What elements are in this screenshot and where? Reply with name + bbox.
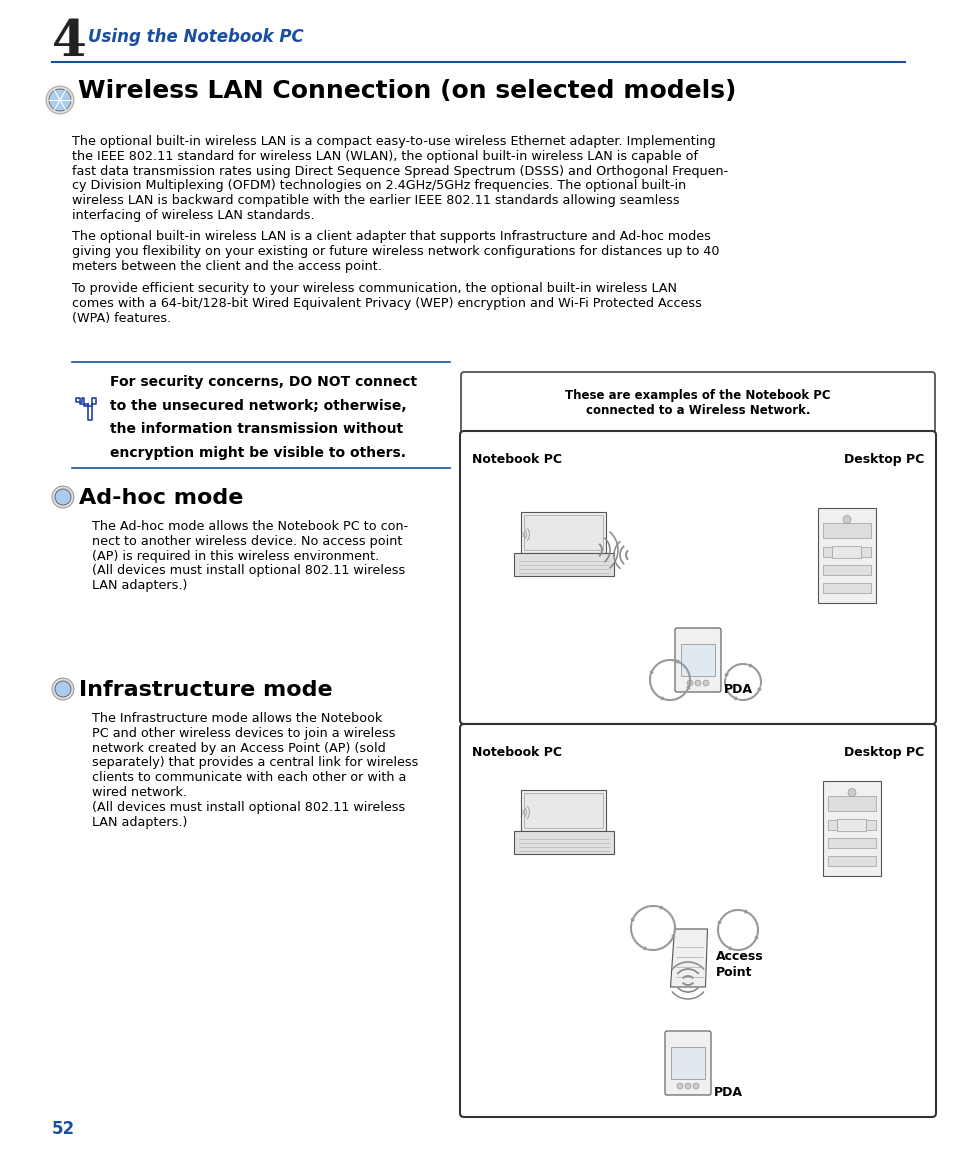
Text: giving you flexibility on your existing or future wireless network configuration: giving you flexibility on your existing … (71, 245, 719, 258)
FancyBboxPatch shape (822, 546, 870, 557)
FancyBboxPatch shape (459, 724, 935, 1117)
FancyBboxPatch shape (832, 545, 861, 558)
FancyBboxPatch shape (524, 515, 603, 550)
FancyBboxPatch shape (827, 796, 875, 811)
Text: Wireless LAN Connection (on selected models): Wireless LAN Connection (on selected mod… (78, 79, 736, 103)
Text: The optional built-in wireless LAN is a compact easy-to-use wireless Ethernet ad: The optional built-in wireless LAN is a … (71, 135, 715, 148)
Text: Desktop PC: Desktop PC (842, 746, 923, 759)
FancyBboxPatch shape (822, 781, 880, 875)
Circle shape (677, 1083, 682, 1089)
Circle shape (684, 1083, 690, 1089)
Text: the information transmission without: the information transmission without (110, 422, 403, 435)
Text: For security concerns, DO NOT connect: For security concerns, DO NOT connect (110, 375, 416, 389)
Text: PC and other wireless devices to join a wireless: PC and other wireless devices to join a … (91, 726, 395, 740)
FancyBboxPatch shape (521, 790, 606, 830)
FancyBboxPatch shape (822, 522, 870, 537)
Text: cy Division Multiplexing (OFDM) technologies on 2.4GHz/5GHz frequencies. The opt: cy Division Multiplexing (OFDM) technolo… (71, 179, 685, 193)
FancyBboxPatch shape (459, 431, 935, 724)
Text: LAN adapters.): LAN adapters.) (91, 579, 187, 593)
Text: the IEEE 802.11 standard for wireless LAN (WLAN), the optional built-in wireless: the IEEE 802.11 standard for wireless LA… (71, 150, 698, 163)
Text: separately) that provides a central link for wireless: separately) that provides a central link… (91, 757, 418, 769)
Text: Infrastructure mode: Infrastructure mode (79, 680, 333, 700)
Text: Desktop PC: Desktop PC (842, 453, 923, 465)
Circle shape (55, 489, 71, 505)
Circle shape (692, 1083, 699, 1089)
Text: to the unsecured network; otherwise,: to the unsecured network; otherwise, (110, 398, 406, 412)
Circle shape (49, 89, 71, 111)
Text: (All devices must install optional 802.11 wireless: (All devices must install optional 802.1… (91, 800, 405, 814)
FancyBboxPatch shape (514, 553, 614, 575)
Text: 52: 52 (52, 1120, 75, 1138)
Text: To provide efficient security to your wireless communication, the optional built: To provide efficient security to your wi… (71, 282, 677, 295)
Text: fast data transmission rates using Direct Sequence Spread Spectrum (DSSS) and Or: fast data transmission rates using Direc… (71, 165, 727, 178)
FancyBboxPatch shape (827, 856, 875, 865)
FancyBboxPatch shape (680, 644, 714, 676)
Text: (WPA) features.: (WPA) features. (71, 312, 172, 325)
FancyBboxPatch shape (822, 582, 870, 593)
Circle shape (55, 681, 71, 696)
Text: PDA: PDA (713, 1086, 742, 1100)
Text: encryption might be visible to others.: encryption might be visible to others. (110, 446, 406, 460)
Text: Ad-hoc mode: Ad-hoc mode (79, 489, 243, 508)
Text: clients to communicate with each other or with a: clients to communicate with each other o… (91, 772, 406, 784)
Circle shape (52, 486, 74, 508)
Text: LAN adapters.): LAN adapters.) (91, 815, 187, 828)
Text: Notebook PC: Notebook PC (472, 453, 561, 465)
FancyBboxPatch shape (827, 837, 875, 848)
Circle shape (847, 789, 855, 797)
Circle shape (842, 515, 850, 523)
Text: The Infrastructure mode allows the Notebook: The Infrastructure mode allows the Noteb… (91, 711, 382, 725)
Text: Notebook PC: Notebook PC (472, 746, 561, 759)
Text: 4: 4 (52, 18, 87, 67)
Text: (AP) is required in this wireless environment.: (AP) is required in this wireless enviro… (91, 550, 379, 562)
Text: Using the Notebook PC: Using the Notebook PC (88, 28, 303, 46)
Circle shape (702, 680, 708, 686)
Text: Access
Point: Access Point (716, 951, 762, 979)
FancyBboxPatch shape (817, 507, 875, 603)
FancyBboxPatch shape (837, 819, 865, 830)
Text: wireless LAN is backward compatible with the earlier IEEE 802.11 standards allow: wireless LAN is backward compatible with… (71, 194, 679, 207)
FancyBboxPatch shape (675, 628, 720, 692)
Text: comes with a 64-bit/128-bit Wired Equivalent Privacy (WEP) encryption and Wi-Fi : comes with a 64-bit/128-bit Wired Equiva… (71, 297, 701, 310)
Text: (All devices must install optional 802.11 wireless: (All devices must install optional 802.1… (91, 565, 405, 578)
FancyBboxPatch shape (521, 512, 606, 553)
Text: These are examples of the Notebook PC: These are examples of the Notebook PC (564, 389, 830, 402)
Polygon shape (670, 929, 707, 988)
FancyBboxPatch shape (670, 1046, 704, 1079)
FancyBboxPatch shape (822, 565, 870, 574)
Circle shape (52, 678, 74, 700)
Text: PDA: PDA (723, 683, 752, 696)
FancyBboxPatch shape (460, 372, 934, 433)
FancyBboxPatch shape (827, 820, 875, 829)
FancyBboxPatch shape (524, 792, 603, 828)
Text: wired network.: wired network. (91, 787, 187, 799)
Text: network created by an Access Point (AP) (sold: network created by an Access Point (AP) … (91, 742, 385, 754)
Text: connected to a Wireless Network.: connected to a Wireless Network. (585, 404, 809, 417)
FancyBboxPatch shape (664, 1031, 710, 1095)
Text: interfacing of wireless LAN standards.: interfacing of wireless LAN standards. (71, 209, 314, 222)
Circle shape (46, 85, 74, 114)
Circle shape (686, 680, 692, 686)
Text: The Ad-hoc mode allows the Notebook PC to con-: The Ad-hoc mode allows the Notebook PC t… (91, 520, 408, 532)
Text: nect to another wireless device. No access point: nect to another wireless device. No acce… (91, 535, 402, 547)
Circle shape (695, 680, 700, 686)
Text: meters between the client and the access point.: meters between the client and the access… (71, 260, 381, 273)
Text: The optional built-in wireless LAN is a client adapter that supports Infrastruct: The optional built-in wireless LAN is a … (71, 230, 710, 243)
FancyBboxPatch shape (514, 830, 614, 854)
